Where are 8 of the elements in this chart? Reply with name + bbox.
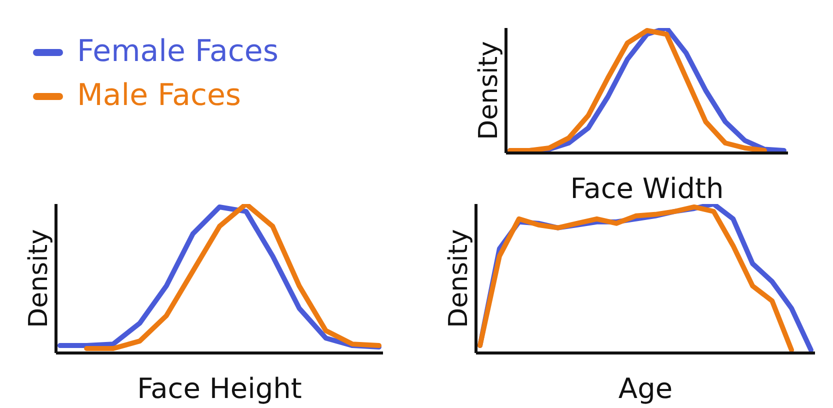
y-axis-title: Density <box>444 229 474 328</box>
legend-label: Female Faces <box>77 33 278 71</box>
legend-label: Male Faces <box>77 77 242 115</box>
x-axis-title: Face Width <box>570 172 724 205</box>
y-axis-title: Density <box>474 41 504 140</box>
x-axis-title: Face Height <box>137 372 302 405</box>
x-axis-title: Age <box>618 372 673 405</box>
y-axis-title: Density <box>24 229 54 328</box>
